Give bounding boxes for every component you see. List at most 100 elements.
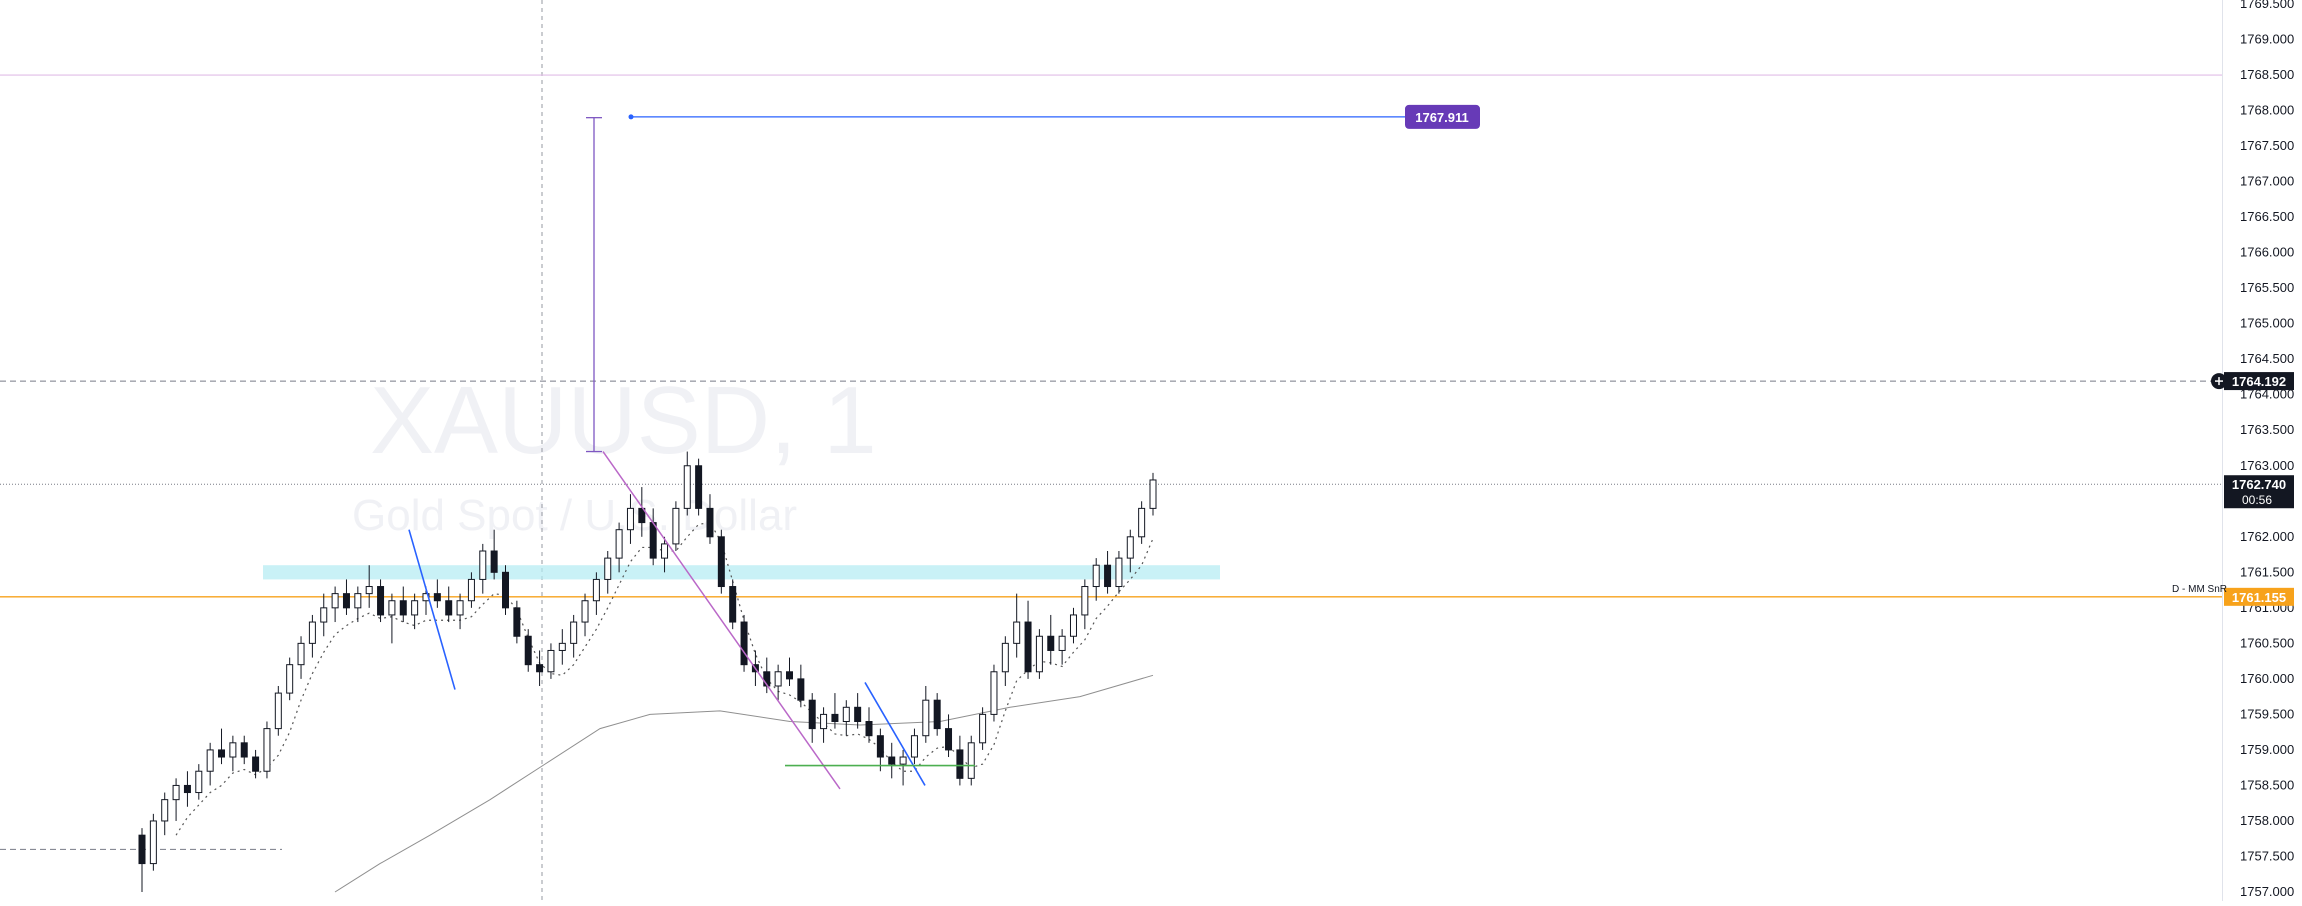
watermark-symbol: XAUUSD, 1 <box>370 367 877 474</box>
candle-body <box>206 749 214 772</box>
candle-body <box>558 642 566 651</box>
candle-body <box>524 635 532 666</box>
candle-body <box>876 735 884 758</box>
candle-body <box>945 728 953 751</box>
candle-body <box>388 600 396 616</box>
candle-body <box>342 593 350 609</box>
drawing-tools[interactable] <box>408 114 1405 790</box>
y-tick-label: 1765.500 <box>2240 280 2294 295</box>
candle-body <box>785 671 793 680</box>
candle-body <box>445 600 453 616</box>
candle-body <box>399 600 407 616</box>
candle-body <box>161 799 169 822</box>
candle-body <box>320 607 328 623</box>
candle-body <box>899 756 907 765</box>
candle-body <box>956 749 964 779</box>
last-price-text: 1762.740 <box>2232 477 2286 492</box>
candle-body <box>888 756 896 765</box>
target-ray-anchor <box>628 114 634 120</box>
candle-body <box>1081 586 1089 616</box>
y-tick-label: 1766.000 <box>2240 245 2294 260</box>
candle-body <box>502 571 510 609</box>
alert-price-badge <box>2224 372 2294 391</box>
target-price-badge <box>1405 104 1480 129</box>
candle-body <box>740 621 748 666</box>
supply-demand-zone <box>263 565 1220 580</box>
candle-body <box>1126 536 1134 559</box>
candle-body <box>581 600 589 623</box>
candle-body <box>922 699 930 737</box>
candle-body <box>274 692 282 730</box>
y-tick-label: 1769.500 <box>2240 0 2294 11</box>
target-price-text: 1767.911 <box>1415 110 1469 125</box>
candle-body <box>933 699 941 730</box>
candle-body <box>263 728 271 772</box>
moving-averages <box>175 521 1154 893</box>
candle-body <box>672 507 680 545</box>
candle-body <box>229 742 237 758</box>
candle-body <box>1104 564 1112 588</box>
candle-body <box>717 536 725 588</box>
candle-body <box>638 507 646 524</box>
candle-body <box>615 529 623 559</box>
candlestick-series <box>138 451 1157 892</box>
candle-body <box>774 671 782 687</box>
blue-swing-line-right <box>864 682 926 786</box>
y-tick-label: 1760.500 <box>2240 635 2294 650</box>
candle-body <box>308 621 316 644</box>
candle-body <box>820 713 828 730</box>
candle-body <box>536 664 544 673</box>
candle-body <box>286 664 294 694</box>
y-tick-label: 1768.500 <box>2240 67 2294 82</box>
candle-body <box>195 770 203 794</box>
candle-body <box>626 507 634 531</box>
candle-body <box>604 557 612 580</box>
y-tick-label: 1759.000 <box>2240 742 2294 757</box>
slow-ma-line <box>334 674 1154 893</box>
y-tick-label: 1759.500 <box>2240 706 2294 721</box>
candle-body <box>910 735 918 758</box>
candle-body <box>354 593 362 609</box>
snr-price-badge <box>2224 587 2294 606</box>
candle-body <box>831 713 839 723</box>
candle-body <box>365 586 373 595</box>
candle-body <box>1001 642 1009 673</box>
candle-body <box>297 642 305 666</box>
y-tick-label: 1769.000 <box>2240 32 2294 47</box>
magenta-trend-line <box>602 451 841 790</box>
candle-body <box>331 593 339 609</box>
candle-body <box>1149 479 1157 509</box>
candle-body <box>183 784 191 794</box>
alert-price-text: 1764.192 <box>2232 374 2286 389</box>
candle-body <box>490 550 498 573</box>
candle-body <box>172 784 180 801</box>
candle-body <box>1058 635 1066 651</box>
zone-rect <box>263 565 1220 580</box>
candle-body <box>240 742 248 758</box>
candle-body <box>979 713 987 744</box>
watermark-description: Gold Spot / U.S. Dollar <box>352 491 797 540</box>
candle-body <box>706 507 714 538</box>
snr-price-text: 1761.155 <box>2232 590 2286 605</box>
candle-body <box>411 600 419 616</box>
y-tick-label: 1763.000 <box>2240 458 2294 473</box>
candle-body <box>149 820 157 865</box>
y-tick-label: 1762.000 <box>2240 529 2294 544</box>
candle-body <box>570 621 578 644</box>
candle-body <box>252 756 260 772</box>
y-tick-label: 1767.000 <box>2240 174 2294 189</box>
candle-body <box>479 550 487 580</box>
candle-body <box>967 742 975 779</box>
candle-body <box>1024 621 1032 673</box>
y-tick-label: 1768.000 <box>2240 103 2294 118</box>
candle-body <box>1092 564 1100 588</box>
candle-body <box>377 586 385 616</box>
candle-body <box>547 649 555 673</box>
y-tick-label: 1758.500 <box>2240 777 2294 792</box>
candle-body <box>649 522 657 559</box>
y-tick-label: 1767.500 <box>2240 138 2294 153</box>
blue-swing-line-left <box>408 529 456 690</box>
